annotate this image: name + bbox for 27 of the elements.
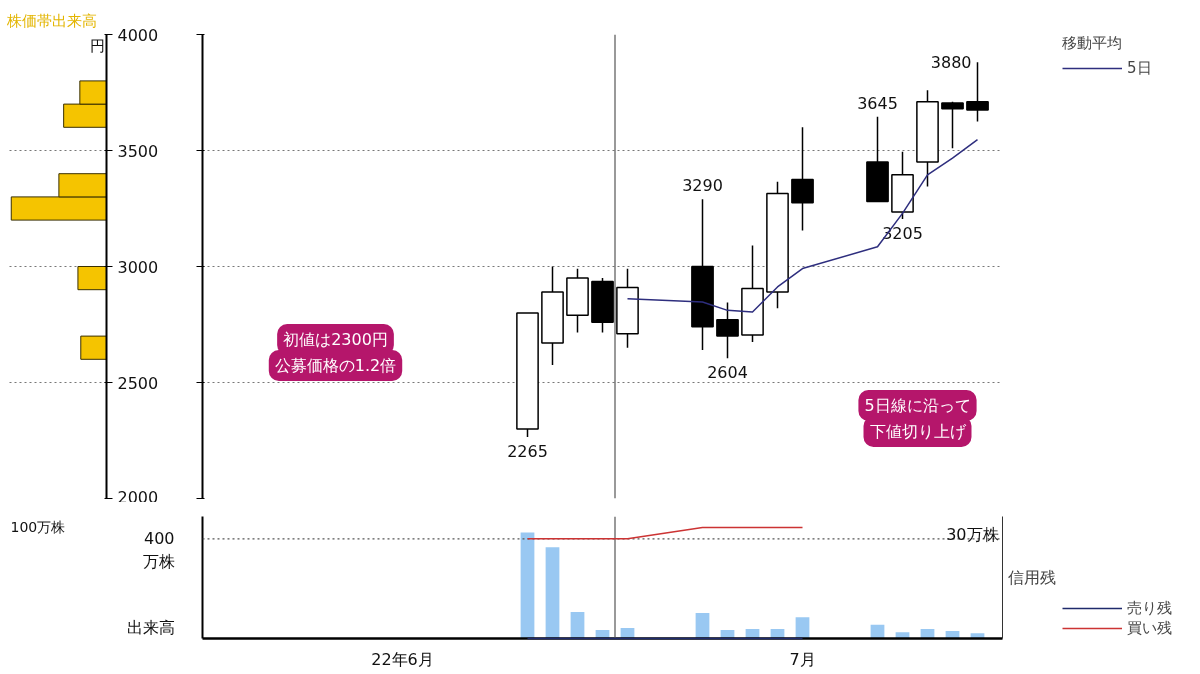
y-axis-title: 出来高 — [126, 617, 175, 637]
y-tick-label: 2500 — [117, 373, 159, 393]
annotation: 3290 — [682, 176, 723, 196]
legend-label: 売り残 — [1127, 598, 1172, 618]
y-tick-label: 2000 — [117, 487, 159, 507]
legend-label: 買い残 — [1127, 618, 1172, 638]
y-tick-label: 4000 — [117, 25, 159, 45]
chart-title: 株価帯出来高 — [5, 11, 97, 30]
y2-axis-title: 信用残 — [1007, 568, 1056, 587]
x-tick-label: 7月 — [789, 649, 816, 669]
annotation: 3880 — [930, 53, 972, 73]
text: 100万株 — [10, 518, 66, 535]
ref-line-label: 400 万株 — [142, 528, 175, 571]
annotation: 2604 — [707, 363, 748, 383]
legend-title: 移動平均 — [1062, 34, 1123, 53]
annotation: 初値は2300円 — [283, 330, 388, 349]
annotation: 3645 — [857, 93, 898, 113]
annotation: 5日線に沿って — [864, 396, 971, 415]
y-tick-label: 3500 — [117, 141, 159, 161]
y-tick-label: 3000 — [117, 257, 159, 277]
legend-label: 5日 — [1127, 58, 1152, 78]
x-tick-label: 22年6月 — [371, 649, 434, 669]
annotation: 公募価格の1.2倍 — [274, 356, 397, 375]
y-axis-title: 円 — [89, 36, 105, 55]
annotation: 下値切り上げ — [869, 422, 967, 441]
annotation: 30万株 — [946, 524, 999, 544]
annotation: 2265 — [507, 442, 548, 462]
